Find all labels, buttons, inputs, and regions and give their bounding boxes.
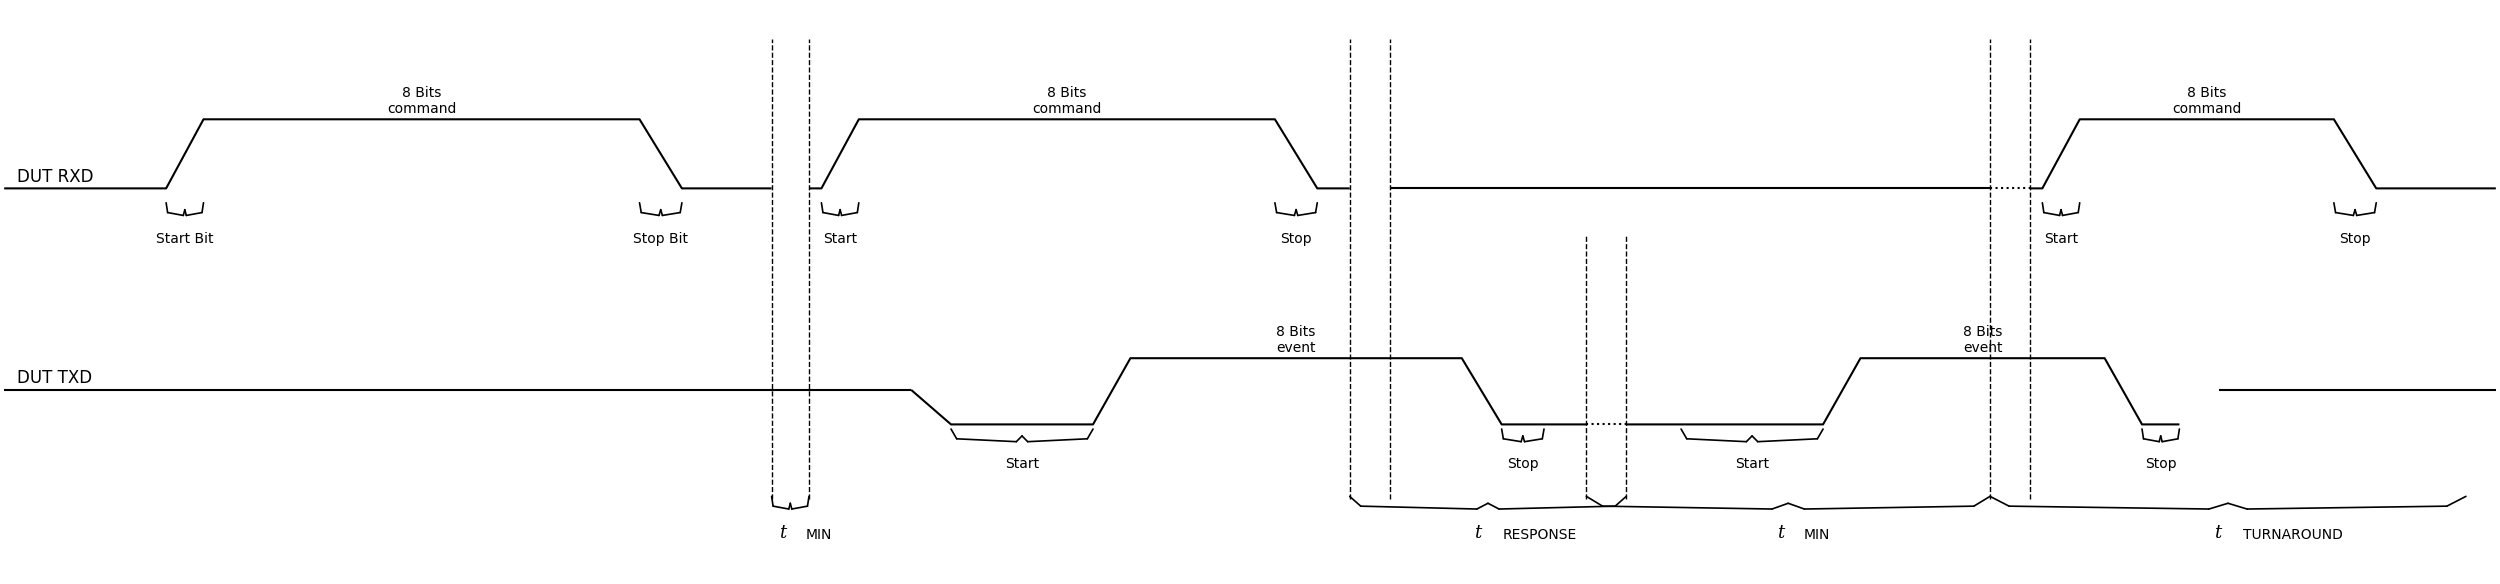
Text: Stop Bit: Stop Bit: [632, 231, 688, 245]
Text: Start Bit: Start Bit: [155, 231, 212, 245]
Text: Stop: Stop: [1508, 457, 1538, 471]
Text: Stop: Stop: [2340, 231, 2370, 245]
Text: Start: Start: [2045, 231, 2078, 245]
Text: MIN: MIN: [1802, 528, 1830, 542]
Text: MIN: MIN: [805, 528, 832, 542]
Text: 8 Bits
event: 8 Bits event: [1962, 325, 2002, 355]
Text: t: t: [1778, 524, 1785, 542]
Text: Start: Start: [1735, 457, 1770, 471]
Text: Start: Start: [1005, 457, 1040, 471]
Text: Stop: Stop: [1280, 231, 1312, 245]
Text: t: t: [1475, 524, 1482, 542]
Text: 8 Bits
command: 8 Bits command: [1032, 86, 1102, 116]
Text: DUT RXD: DUT RXD: [18, 168, 92, 186]
Text: Start: Start: [822, 231, 858, 245]
Text: t: t: [780, 524, 788, 542]
Text: RESPONSE: RESPONSE: [1502, 528, 1578, 542]
Text: TURNAROUND: TURNAROUND: [2242, 528, 2342, 542]
Text: 8 Bits
event: 8 Bits event: [1278, 325, 1315, 355]
Text: Stop: Stop: [2145, 457, 2178, 471]
Text: 8 Bits
command: 8 Bits command: [388, 86, 455, 116]
Text: 8 Bits
command: 8 Bits command: [2172, 86, 2242, 116]
Text: t: t: [2215, 524, 2222, 542]
Text: DUT TXD: DUT TXD: [18, 369, 92, 387]
